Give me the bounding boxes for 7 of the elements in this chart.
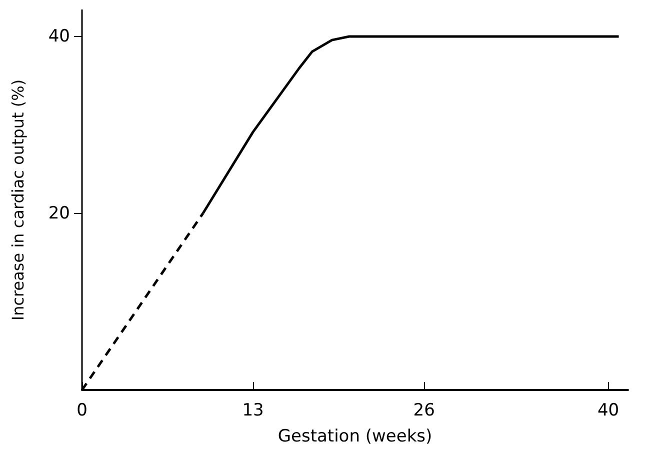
x-tick-label: 40 xyxy=(597,400,620,420)
x-tick-label: 13 xyxy=(242,400,264,420)
x-tick-label: 0 xyxy=(76,400,88,420)
x-axis-title: Gestation (weeks) xyxy=(278,426,432,446)
y-tick-label: 20 xyxy=(48,203,70,224)
y-axis-title: Increase in cardiac output (%) xyxy=(8,79,28,321)
x-tick-label: 26 xyxy=(413,400,435,420)
